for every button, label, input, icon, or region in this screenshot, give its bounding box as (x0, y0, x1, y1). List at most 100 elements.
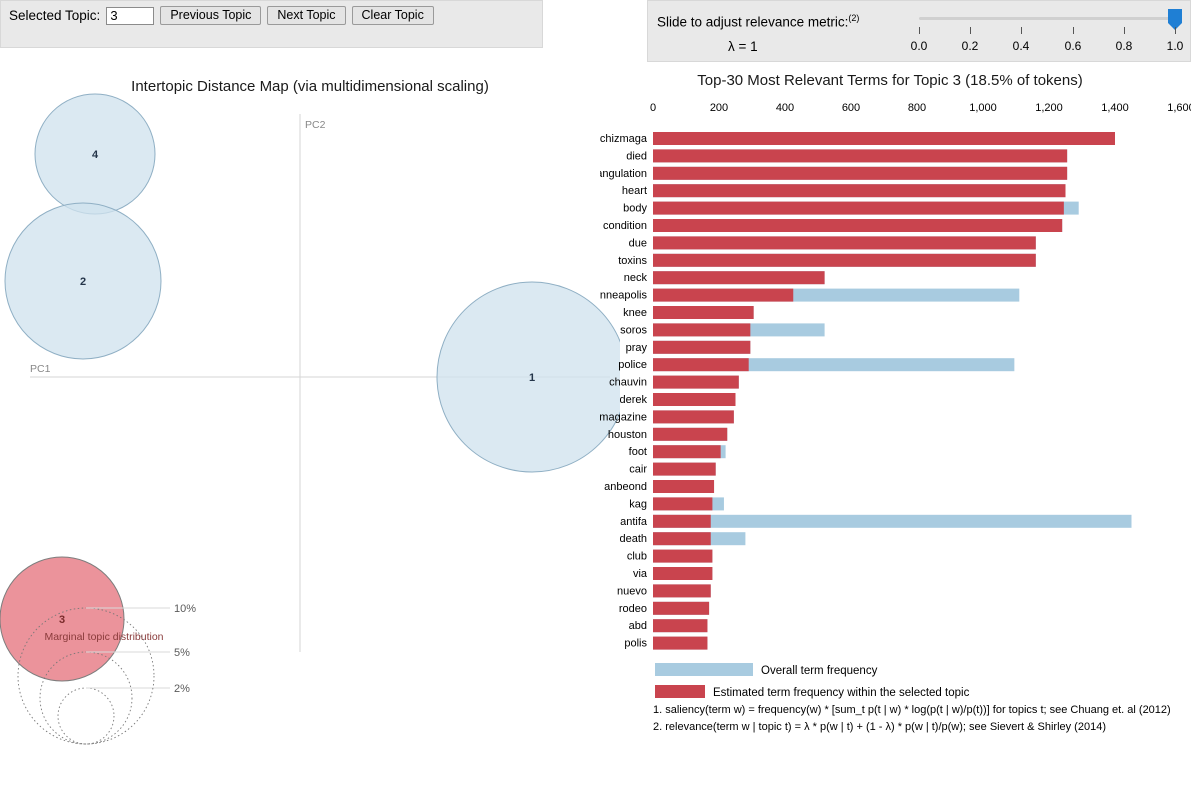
topic-frequency-bar[interactable] (653, 480, 715, 493)
topic-circle-2[interactable] (4, 202, 162, 360)
term-label[interactable]: abd (629, 620, 647, 632)
term-label[interactable]: antifa (620, 516, 648, 528)
term-label[interactable]: ctmagazine (600, 411, 647, 423)
term-label[interactable]: anbeond (604, 481, 647, 493)
topic-frequency-bar[interactable] (653, 514, 711, 528)
topic-circle-3[interactable] (0, 556, 125, 682)
topic-frequency-bar[interactable] (653, 636, 708, 650)
topic-frequency-bar[interactable] (653, 584, 711, 598)
legend-label: Overall term frequency (761, 665, 878, 677)
term-label[interactable]: club (627, 551, 647, 563)
topic-frequency-bar[interactable] (653, 358, 749, 372)
barchart-legend: Overall term frequency Estimated term fre… (655, 663, 970, 699)
mds-topic-circles[interactable]: 4 2 1 3 (0, 93, 620, 682)
slider-tick-label: 0.4 (1012, 39, 1030, 53)
topic-frequency-bar[interactable] (653, 288, 794, 302)
topic-frequency-bar[interactable] (653, 184, 1066, 198)
term-label[interactable]: chizmaga (600, 133, 648, 145)
next-topic-button[interactable]: Next Topic (267, 6, 346, 25)
lambda-slider[interactable]: 0.0 0.2 0.4 0.6 0.8 1.0 (911, 1, 1185, 63)
term-label[interactable]: strangulation (600, 168, 647, 180)
term-label[interactable]: chauvin (609, 377, 647, 389)
legend-label: Estimated term frequency within the sele… (713, 687, 970, 699)
term-label[interactable]: death (619, 533, 647, 545)
pc1-axis-label: PC1 (30, 363, 51, 375)
term-label[interactable]: soros (620, 324, 647, 336)
term-label[interactable]: cair (629, 464, 647, 476)
topic-frequency-bar[interactable] (653, 340, 751, 354)
topic-frequency-bar[interactable] (653, 549, 713, 563)
topic-frequency-bar[interactable] (653, 619, 708, 633)
topic-frequency-bar[interactable] (653, 445, 721, 459)
topic-circle-1[interactable] (436, 281, 620, 473)
topic-frequency-bar[interactable] (653, 323, 751, 337)
topic-frequency-bar[interactable] (653, 393, 736, 406)
previous-topic-button[interactable]: Previous Topic (160, 6, 262, 25)
term-label[interactable]: body (623, 203, 647, 215)
term-label[interactable]: neck (624, 272, 648, 284)
term-label[interactable]: nuevo (617, 585, 647, 597)
topic-frequency-bar[interactable] (653, 271, 825, 285)
slider-handle[interactable] (1168, 9, 1182, 30)
topic-frequency-bar[interactable] (653, 201, 1064, 215)
topic-frequency-bar[interactable] (653, 253, 1036, 267)
topic-frequency-bar[interactable] (653, 410, 734, 424)
selected-topic-input[interactable] (106, 6, 155, 25)
term-label[interactable]: houston (608, 429, 647, 441)
marginal-guide-circle (57, 687, 115, 745)
term-label[interactable]: kag (629, 498, 647, 510)
term-label[interactable]: rodeo (619, 603, 647, 615)
x-axis-tick-label: 1,200 (1035, 102, 1063, 114)
x-axis-tick-label: 1,600 (1167, 102, 1191, 114)
top-control-bar: Selected Topic: Previous Topic Next Topi… (0, 0, 1191, 62)
term-label[interactable]: due (629, 237, 647, 249)
topic-frequency-bar[interactable] (653, 427, 728, 441)
barchart-bars[interactable] (653, 132, 1132, 650)
barchart-plot[interactable]: 0 200 400 600 800 1,000 1,200 1,400 1,600 chizma… (600, 62, 1191, 790)
relevance-footnote-marker: (2) (848, 13, 860, 23)
topic-frequency-bar[interactable] (653, 375, 739, 389)
clear-topic-button[interactable]: Clear Topic (351, 6, 434, 25)
pc2-axis-label: PC2 (305, 119, 326, 131)
term-label[interactable]: polis (624, 638, 647, 650)
top-terms-barchart-panel: Top-30 Most Relevant Terms for Topic 3 (… (600, 62, 1191, 790)
legend-swatch (655, 663, 753, 676)
topic-frequency-bar[interactable] (653, 532, 711, 546)
term-label[interactable]: condition (603, 220, 647, 232)
marginal-legend-label: 2% (174, 683, 190, 695)
term-label[interactable]: heart (622, 185, 647, 197)
barchart-term-labels[interactable]: chizmaga died strangulation heart body condit… (600, 133, 648, 650)
topic-frequency-bar[interactable] (653, 149, 1068, 163)
term-label[interactable]: pray (626, 342, 648, 354)
term-label[interactable]: died (626, 150, 647, 162)
relevance-metric-text: Slide to adjust relevance metric: (657, 14, 849, 30)
topic-frequency-bar[interactable] (653, 306, 754, 319)
term-label[interactable]: via (633, 568, 648, 580)
overall-frequency-bar[interactable] (653, 514, 1132, 528)
selected-topic-label: Selected Topic: (9, 8, 101, 23)
marginal-legend-label: 5% (174, 647, 190, 659)
topic-circle-label-1: 1 (529, 372, 535, 384)
topic-frequency-bar[interactable] (653, 497, 713, 511)
x-axis-tick-label: 0 (650, 102, 656, 114)
x-axis-tick-label: 1,000 (969, 102, 997, 114)
slider-tick (970, 27, 971, 34)
topic-frequency-bar[interactable] (653, 601, 710, 615)
slider-tick-label: 0.2 (961, 39, 979, 53)
topic-frequency-bar[interactable] (653, 236, 1036, 250)
relevance-metric-label: Slide to adjust relevance metric:(2) (657, 13, 859, 30)
term-label[interactable]: minneapolis (600, 290, 647, 302)
term-label[interactable]: police (618, 359, 647, 371)
topic-frequency-bar[interactable] (653, 567, 713, 580)
footnote-text: 2. relevance(term w | topic t) = λ * p(w… (653, 721, 1106, 733)
topic-frequency-bar[interactable] (653, 462, 716, 476)
term-label[interactable]: toxins (618, 255, 647, 267)
term-label[interactable]: derek (619, 394, 647, 406)
term-label[interactable]: knee (623, 307, 647, 319)
term-label[interactable]: foot (629, 446, 647, 458)
slider-track[interactable] (919, 17, 1177, 20)
mds-plot[interactable]: PC1 PC2 4 2 1 3 Marginal topic distribution 2… (0, 62, 620, 790)
topic-frequency-bar[interactable] (653, 166, 1068, 180)
topic-frequency-bar[interactable] (653, 132, 1115, 145)
topic-frequency-bar[interactable] (653, 219, 1063, 232)
